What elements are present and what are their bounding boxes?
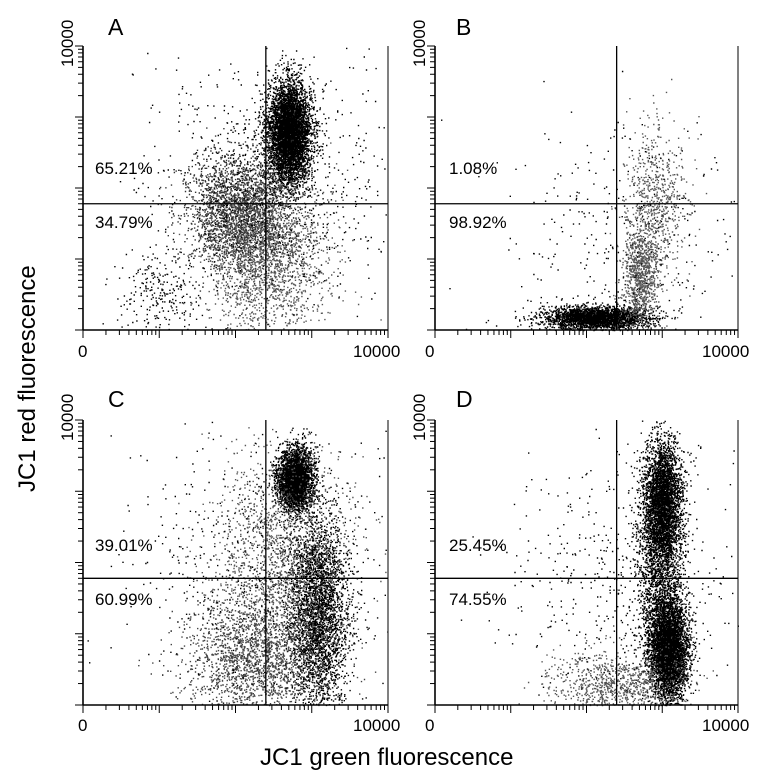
panel-c-population-2 <box>259 431 376 707</box>
panel-d-x-ticks <box>434 705 739 713</box>
panel-d-population-2 <box>633 562 710 707</box>
panel-c-upper-percent: 39.01% <box>95 536 153 555</box>
panel-c <box>75 419 389 713</box>
panel-label-a: A <box>108 14 124 40</box>
panel-c-population-1 <box>262 428 325 534</box>
panel-d-lower-percent: 74.55% <box>449 590 507 609</box>
panel-a-y-ticks <box>75 45 83 331</box>
panel-b-population-4 <box>441 70 735 331</box>
y-axis-title: JC1 red fluorescence <box>14 265 41 492</box>
panel-c-x-ticks <box>82 705 389 713</box>
panel-b-population-2 <box>613 184 669 331</box>
panel-d <box>427 419 739 713</box>
panel-b-upper-percent: 1.08% <box>449 159 498 178</box>
panel-c-x-tick-min: 0 <box>78 716 88 735</box>
panel-a-population-4 <box>102 238 227 331</box>
panel-label-c: C <box>108 386 125 412</box>
panel-b-x-tick-min: 0 <box>425 342 435 361</box>
panel-a-x-ticks <box>82 330 389 338</box>
panel-d-y-ticks <box>427 419 435 706</box>
panel-a-upper-percent: 65.21% <box>95 159 153 178</box>
panel-d-population-3 <box>617 430 696 706</box>
panel-b <box>427 45 739 338</box>
panel-a-x-tick-max: 10000 <box>353 342 401 361</box>
panel-c-x-tick-max: 10000 <box>353 716 401 735</box>
x-axis-title: JC1 green fluorescence <box>260 744 514 771</box>
panel-b-y-tick-max: 10000 <box>410 19 429 67</box>
panel-a-events <box>99 47 387 331</box>
panel-a <box>75 45 389 338</box>
panel-a-population-2 <box>157 112 338 306</box>
panel-d-population-1 <box>627 420 702 610</box>
panel-c-population-3 <box>138 535 377 707</box>
panel-label-d: D <box>456 386 473 412</box>
panel-a-y-tick-max: 10000 <box>58 19 77 67</box>
panel-d-x-tick-max: 10000 <box>702 716 750 735</box>
panel-d-events <box>460 420 739 707</box>
panel-b-x-tick-max: 10000 <box>702 342 750 361</box>
panel-a-population-5 <box>99 47 387 331</box>
panel-a-x-tick-min: 0 <box>78 342 88 361</box>
panel-b-y-ticks <box>427 45 435 331</box>
panel-c-y-ticks <box>75 419 83 706</box>
panel-a-population-1 <box>244 50 331 219</box>
panel-c-population-5 <box>87 421 387 704</box>
panel-a-lower-percent: 34.79% <box>95 213 153 232</box>
panel-d-population-5 <box>460 428 739 704</box>
panel-d-upper-percent: 25.45% <box>449 536 507 555</box>
panel-c-events <box>87 421 389 707</box>
panel-label-b: B <box>456 14 472 40</box>
panel-d-x-tick-min: 0 <box>425 716 435 735</box>
panel-c-y-tick-max: 10000 <box>58 393 77 441</box>
panel-b-population-1 <box>505 295 684 332</box>
panel-b-events <box>441 70 735 332</box>
panel-c-lower-percent: 60.99% <box>95 590 153 609</box>
panel-b-x-ticks <box>434 330 739 338</box>
panel-d-y-tick-max: 10000 <box>410 393 429 441</box>
panel-b-lower-percent: 98.92% <box>449 213 507 232</box>
panel-plots <box>75 45 739 713</box>
